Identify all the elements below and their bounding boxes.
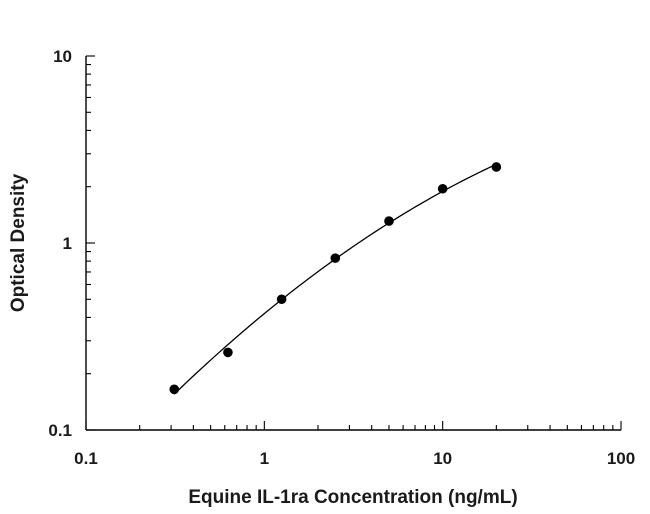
data-point bbox=[330, 253, 341, 263]
y-tick-label: 10 bbox=[53, 47, 72, 66]
y-axis-title: Optical Density bbox=[8, 173, 29, 312]
data-point bbox=[491, 162, 502, 172]
data-point bbox=[276, 294, 287, 305]
y-tick-label: 1 bbox=[63, 234, 72, 253]
data-point bbox=[169, 384, 180, 395]
axes bbox=[85, 56, 621, 431]
tick-labels: 0.1 1 10 100 0.1 1 10 bbox=[48, 47, 635, 468]
fit-curve bbox=[173, 163, 497, 395]
data-point bbox=[223, 347, 233, 358]
data-point bbox=[384, 216, 394, 226]
x-tick-label: 100 bbox=[607, 449, 635, 468]
data-point bbox=[437, 183, 448, 194]
y-tick-label: 0.1 bbox=[48, 421, 72, 440]
x-tick-label: 0.1 bbox=[74, 449, 98, 468]
x-axis-title: Equine IL-1ra Concentration (ng/mL) bbox=[188, 487, 517, 508]
axis-ticks bbox=[85, 55, 622, 431]
x-tick-label: 10 bbox=[433, 449, 452, 468]
data-points bbox=[169, 162, 502, 395]
x-tick-label: 1 bbox=[260, 449, 269, 468]
